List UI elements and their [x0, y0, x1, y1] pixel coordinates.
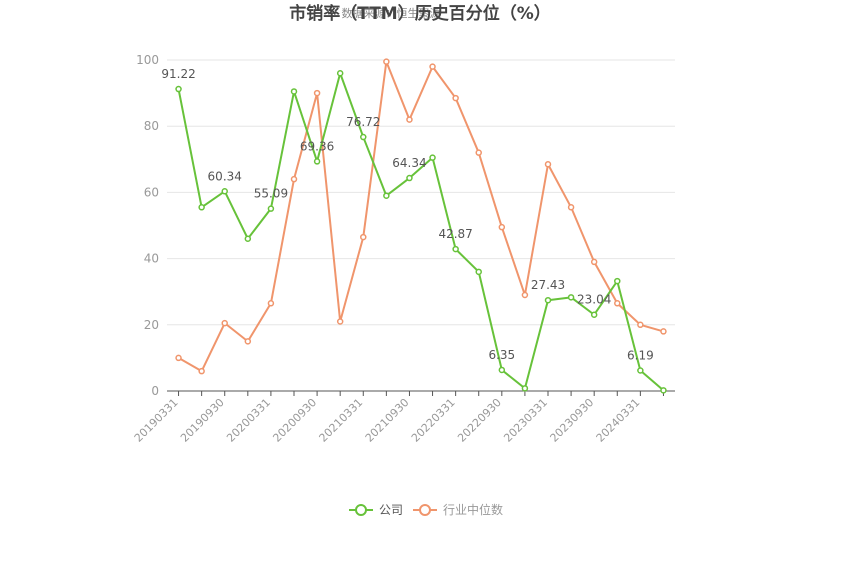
- legend-label: 公司: [379, 503, 403, 517]
- data-label: 6.19: [627, 349, 654, 363]
- y-tick-label: 60: [144, 185, 159, 199]
- x-tick-label: 20220930: [455, 396, 504, 445]
- data-label: 91.22: [161, 67, 195, 81]
- legend-label: 行业中位数: [443, 502, 503, 517]
- data-point: [360, 233, 367, 241]
- data-point: [313, 158, 321, 165]
- x-tick-label: 20190930: [178, 396, 227, 445]
- data-point: [406, 116, 413, 123]
- data-point: [267, 205, 275, 212]
- data-point: [336, 69, 344, 77]
- legend-marker: [355, 504, 367, 516]
- data-point: [244, 235, 252, 242]
- x-tick-label: 20200331: [224, 396, 273, 445]
- series-line: [177, 72, 665, 392]
- data-point: [637, 367, 644, 374]
- data-label: 64.34: [392, 156, 426, 170]
- series-layer: [175, 58, 667, 394]
- y-tick-label: 100: [136, 53, 159, 67]
- data-point: [383, 58, 390, 65]
- data-point: [637, 321, 644, 329]
- x-tick-label: 20230331: [501, 396, 550, 445]
- y-tick-label: 20: [144, 318, 159, 332]
- data-point: [614, 277, 621, 285]
- data-point: [290, 175, 298, 183]
- data-label: 42.87: [438, 227, 472, 241]
- x-tick-label: 20230930: [548, 396, 597, 445]
- y-tick-label: 0: [151, 384, 159, 398]
- legend-item: 行业中位数: [413, 502, 503, 517]
- chart-subtitle: 数据来源：恒生聚源: [342, 6, 441, 20]
- data-point: [244, 338, 252, 345]
- data-point: [544, 296, 552, 304]
- x-tick-label: 20210930: [363, 396, 412, 445]
- data-point: [429, 63, 436, 70]
- data-point: [360, 133, 367, 141]
- axes: 0 20 40 60 80 100 2019033120190930202003312020…: [132, 53, 675, 445]
- data-point: [336, 318, 344, 325]
- data-labels: 91.22 60.34 55.09 69.36 76.72 64.34 42.87 6.35 2…: [161, 67, 653, 362]
- data-point: [567, 294, 575, 301]
- data-point: [175, 354, 182, 362]
- x-tick-label: 20210331: [317, 396, 366, 445]
- legend-marker: [419, 504, 431, 516]
- data-label: 69.36: [300, 139, 334, 153]
- data-point: [498, 223, 506, 231]
- grid-lines: [167, 59, 675, 326]
- data-point: [660, 328, 667, 335]
- data-point: [521, 385, 529, 392]
- data-point: [521, 291, 529, 299]
- data-label: 76.72: [346, 115, 380, 129]
- chart-title: 市销率（TTM）历史百分位（%）: [289, 3, 551, 24]
- x-tick-label: 20200930: [270, 396, 319, 445]
- data-point: [590, 258, 598, 266]
- x-tick-label: 20220331: [409, 396, 458, 445]
- data-point: [221, 188, 228, 195]
- y-tick-label: 40: [144, 252, 159, 266]
- data-point: [452, 245, 459, 253]
- data-point: [452, 94, 459, 102]
- data-label: 27.43: [531, 278, 565, 292]
- y-tick-label: 80: [144, 119, 159, 133]
- data-label: 60.34: [208, 169, 242, 183]
- data-point: [221, 319, 228, 327]
- data-point: [267, 300, 275, 307]
- data-point: [198, 204, 205, 211]
- data-point: [406, 174, 413, 182]
- data-point: [383, 192, 390, 199]
- data-label: 6.35: [488, 348, 515, 362]
- data-point: [590, 311, 598, 318]
- legend-item: 公司: [349, 503, 403, 517]
- data-point: [614, 300, 621, 307]
- data-point: [175, 85, 182, 93]
- data-point: [313, 89, 321, 97]
- data-point: [660, 387, 667, 394]
- data-point: [544, 161, 552, 168]
- data-label: 55.09: [254, 187, 288, 201]
- x-tick-label: 20190331: [132, 396, 181, 445]
- data-point: [198, 367, 205, 375]
- data-point: [475, 268, 482, 276]
- data-point: [290, 88, 298, 95]
- x-tick-label: 20240331: [594, 396, 643, 445]
- data-point: [475, 149, 482, 156]
- data-label: 23.04: [577, 293, 611, 307]
- legend: 公司 行业中位数: [349, 502, 503, 517]
- data-point: [498, 366, 506, 374]
- data-point: [429, 154, 436, 161]
- series-line: [178, 60, 664, 373]
- data-point: [567, 204, 575, 211]
